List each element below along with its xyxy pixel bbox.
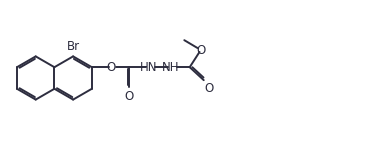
Text: HN: HN <box>140 61 157 74</box>
Text: O: O <box>205 82 214 95</box>
Text: O: O <box>196 44 205 58</box>
Text: NH: NH <box>162 61 180 74</box>
Text: O: O <box>106 61 115 74</box>
Text: O: O <box>125 90 134 103</box>
Text: Br: Br <box>67 40 80 53</box>
